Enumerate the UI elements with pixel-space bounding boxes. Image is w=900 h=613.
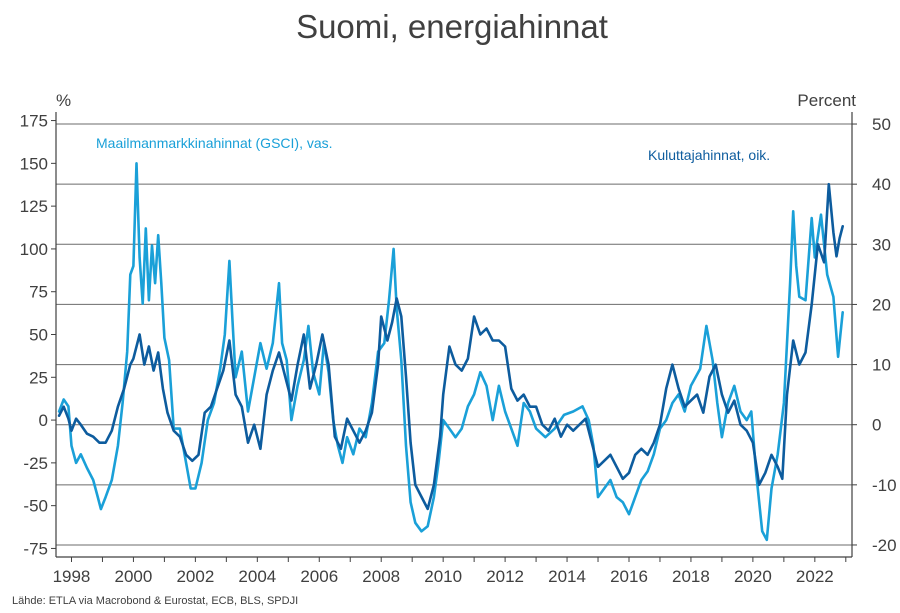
right-tick-label: 40 <box>872 175 891 194</box>
x-tick-label: 2018 <box>672 567 710 586</box>
right-tick-label: 50 <box>872 115 891 134</box>
gsci-series-line <box>57 162 844 542</box>
left-tick-label: -75 <box>23 539 48 558</box>
x-tick-label: 2004 <box>238 567 276 586</box>
left-tick-label: -50 <box>23 497 48 516</box>
consumer-price-series-line <box>57 182 844 511</box>
right-axis-ticks: 50 40 30 20 10 0 -10 -20 <box>852 115 897 555</box>
left-tick-label: 0 <box>39 411 48 430</box>
left-axis-unit: % <box>56 91 71 110</box>
right-tick-label: -20 <box>872 536 897 555</box>
grid-lines <box>56 123 852 546</box>
right-axis-unit: Percent <box>797 91 856 110</box>
right-tick-label: 0 <box>872 416 881 435</box>
x-tick-label: 2000 <box>115 567 153 586</box>
x-tick-label: 2002 <box>176 567 214 586</box>
x-axis-ticks: 1998 2000 2002 2004 2006 2008 2010 2012 2014 2016… <box>53 557 847 586</box>
left-tick-label: 50 <box>29 326 48 345</box>
chart-title: Suomi, energiahinnat <box>296 8 608 45</box>
x-tick-label: 2006 <box>300 567 338 586</box>
x-tick-label: 2014 <box>548 567 586 586</box>
left-axis-ticks: 175 150 125 100 75 50 25 0 -25 -50 -75 <box>20 112 56 558</box>
consumer-price-series-label: Kuluttajahinnat, oik. <box>648 147 770 163</box>
series-lines <box>57 162 844 542</box>
left-tick-label: -25 <box>23 454 48 473</box>
right-tick-label: 30 <box>872 235 891 254</box>
x-tick-label: 2008 <box>362 567 400 586</box>
left-tick-label: 100 <box>20 240 48 259</box>
x-tick-label: 2016 <box>610 567 648 586</box>
left-tick-label: 175 <box>20 112 48 131</box>
right-tick-label: 20 <box>872 295 891 314</box>
source-note: Lähde: ETLA via Macrobond & Eurostat, EC… <box>12 595 298 607</box>
right-tick-label: -10 <box>872 476 897 495</box>
gsci-series-label: Maailmanmarkkinahinnat (GSCI), vas. <box>96 135 333 151</box>
left-tick-label: 75 <box>29 283 48 302</box>
left-tick-label: 25 <box>29 368 48 387</box>
right-tick-label: 10 <box>872 356 891 375</box>
left-tick-label: 125 <box>20 197 48 216</box>
x-tick-label: 2022 <box>796 567 834 586</box>
x-tick-label: 1998 <box>53 567 91 586</box>
x-tick-label: 2020 <box>734 567 772 586</box>
x-tick-label: 2012 <box>486 567 524 586</box>
left-tick-label: 150 <box>20 154 48 173</box>
x-tick-label: 2010 <box>424 567 462 586</box>
